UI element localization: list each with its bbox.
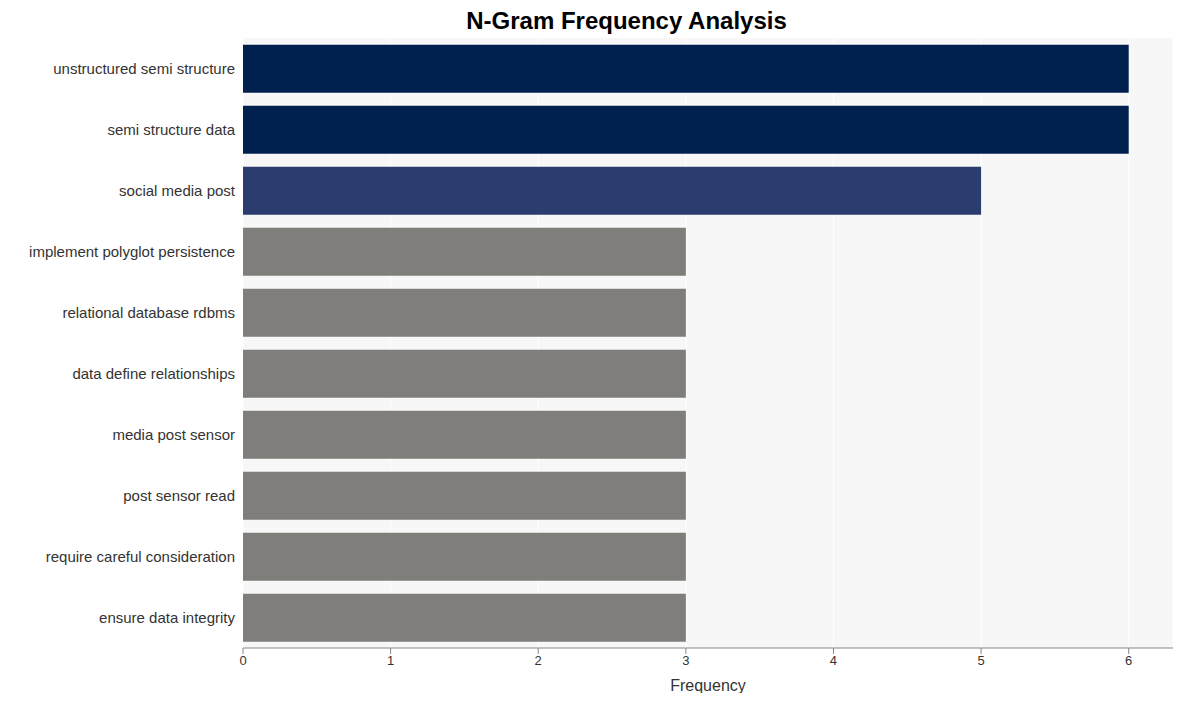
html-text:N-Gram Frequency Analysis: N-Gram Frequency Analysis (466, 7, 787, 34)
svg-text:media post sensor: media post sensor (112, 426, 235, 443)
svg-text:data define relationships: data define relationships (72, 365, 235, 382)
svg-text:ensure data integrity: ensure data integrity (99, 609, 235, 626)
svg-text:1: 1 (387, 653, 394, 668)
svg-text:3: 3 (682, 653, 689, 668)
svg-text:post sensor read: post sensor read (123, 487, 235, 504)
svg-text:2: 2 (535, 653, 542, 668)
svg-text:unstructured semi structure: unstructured semi structure (53, 60, 235, 77)
svg-text:4: 4 (830, 653, 837, 668)
svg-text:relational database rdbms: relational database rdbms (62, 304, 235, 321)
svg-text:0: 0 (239, 653, 246, 668)
svg-text:5: 5 (977, 653, 984, 668)
svg-text:social media post: social media post (119, 182, 236, 199)
svg-text:implement polyglot persistence: implement polyglot persistence (29, 243, 235, 260)
svg-text:require careful consideration: require careful consideration (46, 548, 235, 565)
svg-text:Frequency: Frequency (670, 677, 746, 693)
svg-text:semi structure data: semi structure data (107, 121, 235, 138)
svg-text:6: 6 (1125, 653, 1132, 668)
